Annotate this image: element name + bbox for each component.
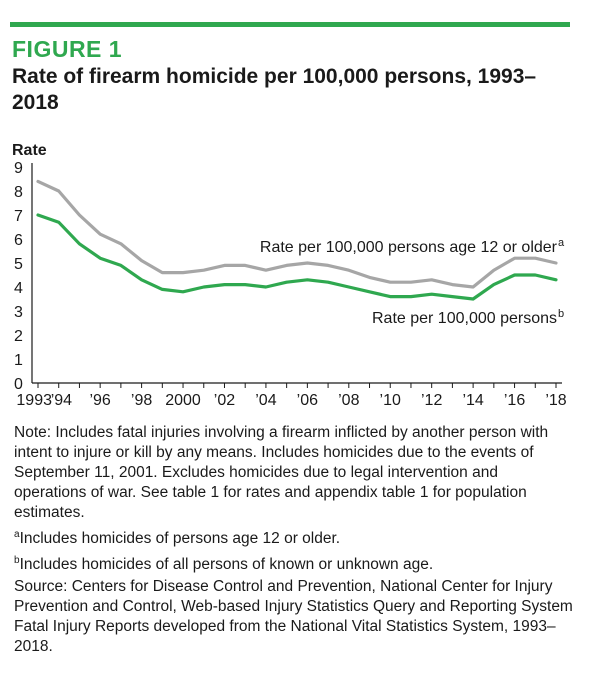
x-axis: 1993’94 ’96 ’98 2000 ’02 ’04 ’06 ’08 ’10 ’12 ’14 ’1…: [16, 382, 567, 409]
x-tick-label: ’94: [51, 392, 72, 409]
series-line-age12-older: [36, 179, 558, 289]
x-tick-label: ’98: [131, 392, 152, 409]
x-tick-label: ’16: [504, 392, 525, 409]
series-lines: [36, 179, 558, 301]
y-tick-label: 2: [14, 328, 23, 345]
figure-label: FIGURE 1: [12, 36, 123, 62]
series-label-all-persons: Rate per 100,000 persons: [372, 310, 557, 327]
footnote-a: aIncludes homicides of persons age 12 or…: [14, 525, 574, 549]
series-label-age12-older-superscript: a: [558, 237, 565, 249]
y-tick-label: 3: [14, 304, 23, 321]
x-tick-label: ’02: [214, 392, 235, 409]
y-tick-label: 7: [14, 208, 23, 225]
x-tick-label: ’04: [255, 392, 276, 409]
x-tick-label: ’12: [421, 392, 442, 409]
x-tick-label: ’10: [380, 392, 401, 409]
x-tick-label: 1993: [16, 392, 52, 409]
note-text: Note: Includes fatal injuries involving …: [14, 424, 549, 521]
footnote-b: bIncludes homicides of all persons of kn…: [14, 551, 574, 575]
y-tick-label: 0: [14, 376, 23, 393]
y-tick-label: 9: [14, 160, 23, 177]
series-label-age12-older: Rate per 100,000 persons age 12 or older: [260, 239, 558, 256]
footnote-a-mark: a: [14, 529, 20, 540]
series-labels: Rate per 100,000 persons age 12 or older…: [260, 237, 565, 327]
y-tick-label: 1: [14, 352, 23, 369]
figure-title: Rate of firearm homicide per 100,000 per…: [12, 65, 537, 114]
x-tick-label: ’08: [338, 392, 359, 409]
source-text: Source: Centers for Disease Control and …: [14, 578, 573, 656]
y-axis-title: Rate: [12, 142, 47, 159]
y-tick-label: 4: [14, 280, 23, 297]
figure-notes: Note: Includes fatal injuries involving …: [14, 423, 574, 659]
figure-top-rule: [10, 22, 570, 27]
series-label-all-persons-superscript: b: [558, 308, 564, 320]
series-line-all-persons: [36, 213, 558, 301]
footnote-b-text: Includes homicides of all persons of kno…: [19, 556, 434, 574]
x-tick-label: ’96: [89, 392, 110, 409]
y-tick-label: 8: [14, 184, 23, 201]
x-tick-label: ’18: [545, 392, 566, 409]
y-axis: 0 1 2 3 4 5 6 7 8 9: [14, 160, 33, 393]
y-tick-label: 6: [14, 232, 23, 249]
footnote-b-mark: b: [14, 555, 20, 567]
line-chart: Rate 0 1 2 3 4 5 6 7 8 9 1993’94 ’96 ’98 2000 ’02 ’04 ’…: [12, 142, 567, 409]
y-tick-label: 5: [14, 256, 23, 273]
x-tick-label: ’14: [462, 392, 483, 409]
x-tick-label: ’06: [297, 392, 318, 409]
x-tick-label: 2000: [165, 392, 201, 409]
footnote-a-text: Includes homicides of persons age 12 or …: [19, 530, 341, 548]
